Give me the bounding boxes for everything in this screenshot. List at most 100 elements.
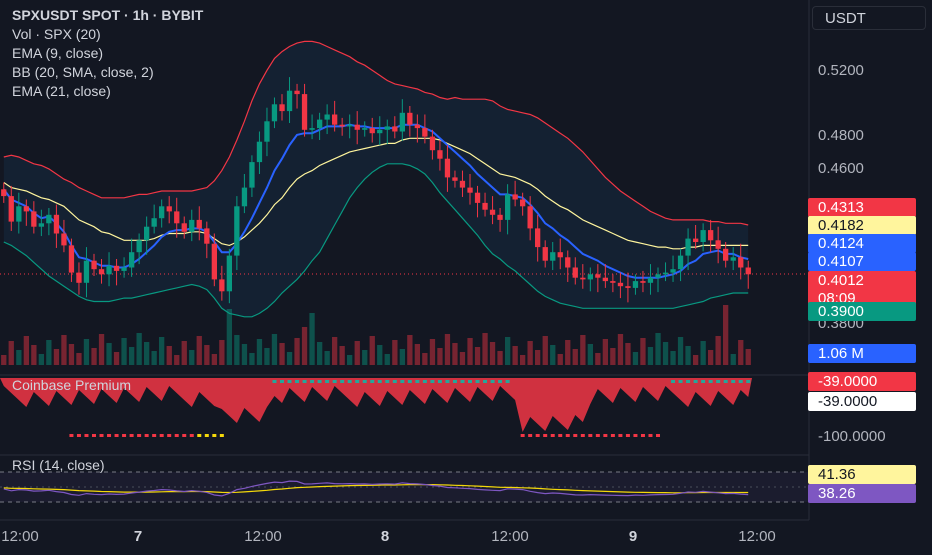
- volume-bar-54: [407, 335, 413, 365]
- time-tick-2: 12:00: [244, 528, 282, 545]
- candle-body-42: [317, 119, 323, 129]
- premium-dot-low-28: [212, 434, 217, 437]
- volume-bar-69: [520, 355, 526, 365]
- volume-bar-19: [144, 342, 150, 365]
- premium-dot-high-59: [445, 380, 450, 383]
- indicator-ema9[interactable]: EMA (9, close): [12, 45, 104, 61]
- premium-dot-high-97: [731, 380, 736, 383]
- time-tick-5: 9: [628, 528, 638, 545]
- candle-body-80: [602, 277, 608, 282]
- candle-body-26: [196, 219, 202, 229]
- candle-body-23: [174, 211, 180, 224]
- volume-bar-38: [286, 352, 293, 365]
- volume-bar-94: [708, 350, 714, 365]
- time-tick-6: 12:00: [738, 528, 776, 545]
- premium-dot-high-61: [460, 380, 465, 383]
- premium-dot-high-43: [325, 380, 330, 383]
- candle-body-95: [715, 240, 721, 249]
- candle-body-27: [204, 228, 210, 244]
- premium-dot-low-83: [625, 434, 630, 437]
- candle-body-53: [399, 112, 405, 132]
- volume-bar-56: [422, 353, 428, 365]
- candle-body-9: [68, 245, 75, 273]
- volume-bar-45: [339, 346, 345, 365]
- premium-dot-high-91: [686, 380, 691, 383]
- candle-body-63: [474, 192, 481, 203]
- volume-bar-77: [580, 335, 586, 365]
- candle-body-40: [301, 94, 308, 130]
- volume-bar-86: [647, 347, 654, 365]
- candle-body-76: [572, 267, 578, 278]
- premium-dot-low-25: [189, 434, 194, 437]
- candle-body-36: [271, 104, 278, 122]
- candle-body-74: [557, 252, 563, 258]
- premium-dot-low-72: [543, 434, 548, 437]
- volume-bar-43: [324, 351, 330, 365]
- candle-body-11: [83, 260, 90, 283]
- premium-pane-label[interactable]: Coinbase Premium: [12, 377, 132, 393]
- rsi-ma-line: [3, 484, 749, 494]
- volume-bar-22: [166, 346, 172, 365]
- indicator-bb[interactable]: BB (20, SMA, close, 2): [12, 64, 154, 80]
- volume-bar-98: [738, 340, 744, 365]
- volume-bar-29: [219, 340, 225, 365]
- premium-dot-low-23: [174, 434, 179, 437]
- premium-dot-high-62: [468, 380, 472, 383]
- rsi-pane-label[interactable]: RSI (14, close): [12, 457, 105, 473]
- premium-dot-high-93: [701, 380, 706, 383]
- volume-bar-76: [572, 349, 578, 365]
- volume-bar-58: [437, 348, 443, 365]
- volume-bar-0: [1, 355, 7, 365]
- premium-dot-high-67: [505, 380, 510, 383]
- volume-bar-36: [271, 334, 278, 365]
- candle-body-91: [685, 238, 691, 256]
- candle-body-21: [159, 206, 165, 219]
- volume-bar-2: [16, 350, 22, 365]
- candle-body-37: [279, 104, 285, 112]
- indicator-volume[interactable]: Vol · SPX (20): [12, 26, 101, 42]
- volume-bar-16: [121, 338, 127, 365]
- indicator-ema21[interactable]: EMA (21, close): [12, 83, 111, 99]
- candle-body-39: [294, 90, 300, 95]
- premium-dot-high-47: [355, 380, 360, 383]
- premium-dot-low-86: [648, 434, 653, 437]
- symbol-title[interactable]: SPXUSDT SPOT · 1h · BYBIT: [12, 7, 204, 23]
- price-tick-1: 0.4800: [818, 127, 864, 144]
- candle-body-20: [151, 218, 157, 227]
- volume-bar-82: [617, 334, 624, 365]
- premium-dot-high-54: [407, 380, 412, 383]
- volume-bar-3: [23, 336, 29, 365]
- premium-dot-high-53: [400, 380, 405, 383]
- currency-button[interactable]: USDT: [812, 6, 926, 30]
- candle-body-62: [467, 187, 473, 193]
- candle-body-41: [309, 128, 315, 130]
- rsi-ma-badge: 41.36: [808, 465, 916, 484]
- candle-body-79: [595, 274, 601, 278]
- volume-bar-28: [211, 354, 217, 365]
- premium-dot-low-81: [610, 434, 615, 437]
- candle-body-72: [542, 247, 548, 261]
- candle-body-1: [8, 196, 14, 222]
- candle-body-7: [53, 214, 60, 234]
- volume-bar-44: [332, 337, 338, 365]
- candle-body-19: [144, 226, 150, 241]
- volume-bar-25: [189, 350, 195, 365]
- volume-bar-39: [294, 338, 300, 365]
- bb-fill: [3, 41, 749, 317]
- price-tick-0: 0.5200: [818, 62, 864, 79]
- premium-dot-low-75: [565, 434, 570, 437]
- candle-body-50: [377, 129, 383, 134]
- volume-bar-66: [497, 351, 503, 365]
- premium-dot-high-89: [671, 380, 676, 383]
- candle-body-35: [264, 121, 270, 142]
- premium-dot-high-40: [302, 380, 307, 383]
- volume-bar-48: [362, 350, 368, 365]
- volume-bar-42: [317, 342, 323, 365]
- volume-bar-30: [226, 309, 232, 365]
- ema9-badge: 0.4124: [808, 234, 916, 253]
- volume-bar-73: [550, 345, 556, 365]
- candle-body-65: [489, 209, 496, 215]
- volume-bar-78: [587, 344, 593, 365]
